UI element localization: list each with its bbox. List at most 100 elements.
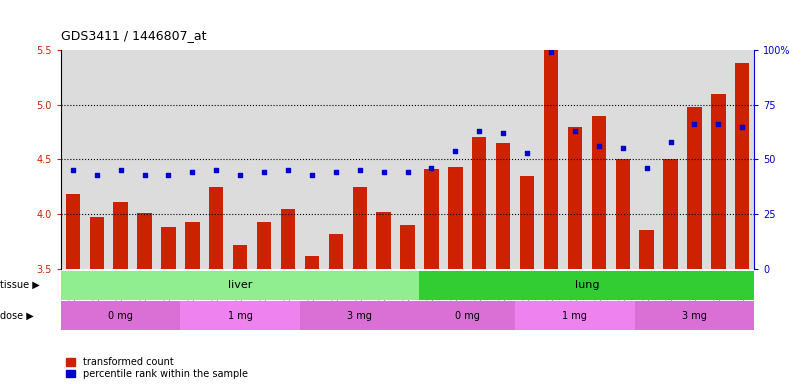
Bar xyxy=(396,50,419,269)
Bar xyxy=(520,176,534,269)
Bar xyxy=(587,50,611,269)
Point xyxy=(592,143,605,149)
Bar xyxy=(61,271,419,300)
Point xyxy=(569,128,581,134)
Bar xyxy=(257,222,271,269)
Bar xyxy=(300,50,324,269)
Bar xyxy=(66,194,80,269)
Text: 3 mg: 3 mg xyxy=(347,311,372,321)
Point xyxy=(186,169,199,175)
Point xyxy=(210,167,223,174)
Bar xyxy=(371,50,396,269)
Bar xyxy=(180,50,204,269)
Bar xyxy=(735,63,749,269)
Bar xyxy=(616,159,630,269)
Bar xyxy=(663,159,678,269)
Bar xyxy=(611,50,635,269)
Bar xyxy=(539,50,563,269)
Bar xyxy=(157,50,180,269)
Point xyxy=(377,169,390,175)
Text: dose ▶: dose ▶ xyxy=(0,311,34,321)
Text: tissue ▶: tissue ▶ xyxy=(0,280,40,290)
Bar xyxy=(491,50,515,269)
Point xyxy=(688,121,701,127)
Bar xyxy=(228,50,252,269)
Bar xyxy=(114,202,128,269)
Bar xyxy=(444,50,467,269)
Point xyxy=(448,147,461,154)
Point xyxy=(425,165,438,171)
Point xyxy=(616,146,629,152)
Bar xyxy=(711,94,726,269)
Point xyxy=(664,139,677,145)
Point xyxy=(329,169,342,175)
Bar xyxy=(209,187,223,269)
Bar xyxy=(185,222,200,269)
Bar xyxy=(592,116,606,269)
Bar xyxy=(687,107,702,269)
Text: 1 mg: 1 mg xyxy=(228,311,252,321)
Point xyxy=(234,172,247,178)
Bar xyxy=(61,50,84,269)
Bar xyxy=(467,50,491,269)
Bar xyxy=(496,143,510,269)
Bar xyxy=(515,50,539,269)
Legend: transformed count, percentile rank within the sample: transformed count, percentile rank withi… xyxy=(66,357,248,379)
Bar xyxy=(328,234,343,269)
Point xyxy=(306,172,319,178)
Point xyxy=(401,169,414,175)
Point xyxy=(138,172,151,178)
Point xyxy=(496,130,509,136)
Bar xyxy=(252,50,276,269)
Point xyxy=(712,121,725,127)
Bar xyxy=(109,50,132,269)
Bar xyxy=(89,217,104,269)
Bar xyxy=(61,301,180,330)
Bar xyxy=(731,50,754,269)
Bar xyxy=(544,50,558,269)
Bar xyxy=(401,225,414,269)
Bar xyxy=(348,50,371,269)
Bar xyxy=(132,50,157,269)
Text: 1 mg: 1 mg xyxy=(563,311,587,321)
Bar xyxy=(161,227,176,269)
Point xyxy=(521,150,534,156)
Bar xyxy=(472,137,487,269)
Point xyxy=(640,165,653,171)
Bar xyxy=(419,301,515,330)
Bar xyxy=(204,50,228,269)
Bar xyxy=(635,50,659,269)
Bar xyxy=(568,127,582,269)
Bar xyxy=(305,256,319,269)
Bar xyxy=(137,213,152,269)
Text: GDS3411 / 1446807_at: GDS3411 / 1446807_at xyxy=(61,29,206,42)
Point xyxy=(258,169,271,175)
Bar xyxy=(635,301,754,330)
Bar xyxy=(448,167,462,269)
Text: 0 mg: 0 mg xyxy=(455,311,480,321)
Bar xyxy=(659,50,683,269)
Text: liver: liver xyxy=(228,280,252,290)
Bar xyxy=(419,271,754,300)
Bar xyxy=(353,187,367,269)
Text: lung: lung xyxy=(575,280,599,290)
Point xyxy=(90,172,103,178)
Bar xyxy=(180,301,300,330)
Bar xyxy=(376,212,391,269)
Point xyxy=(544,49,557,55)
Point xyxy=(162,172,175,178)
Point xyxy=(67,167,79,174)
Bar xyxy=(276,50,300,269)
Bar xyxy=(324,50,348,269)
Point xyxy=(736,124,749,130)
Bar xyxy=(639,230,654,269)
Bar xyxy=(563,50,587,269)
Point xyxy=(354,167,367,174)
Bar xyxy=(706,50,731,269)
Point xyxy=(281,167,294,174)
Point xyxy=(114,167,127,174)
Bar xyxy=(300,301,419,330)
Text: 3 mg: 3 mg xyxy=(682,311,707,321)
Bar xyxy=(419,50,444,269)
Bar xyxy=(281,209,295,269)
